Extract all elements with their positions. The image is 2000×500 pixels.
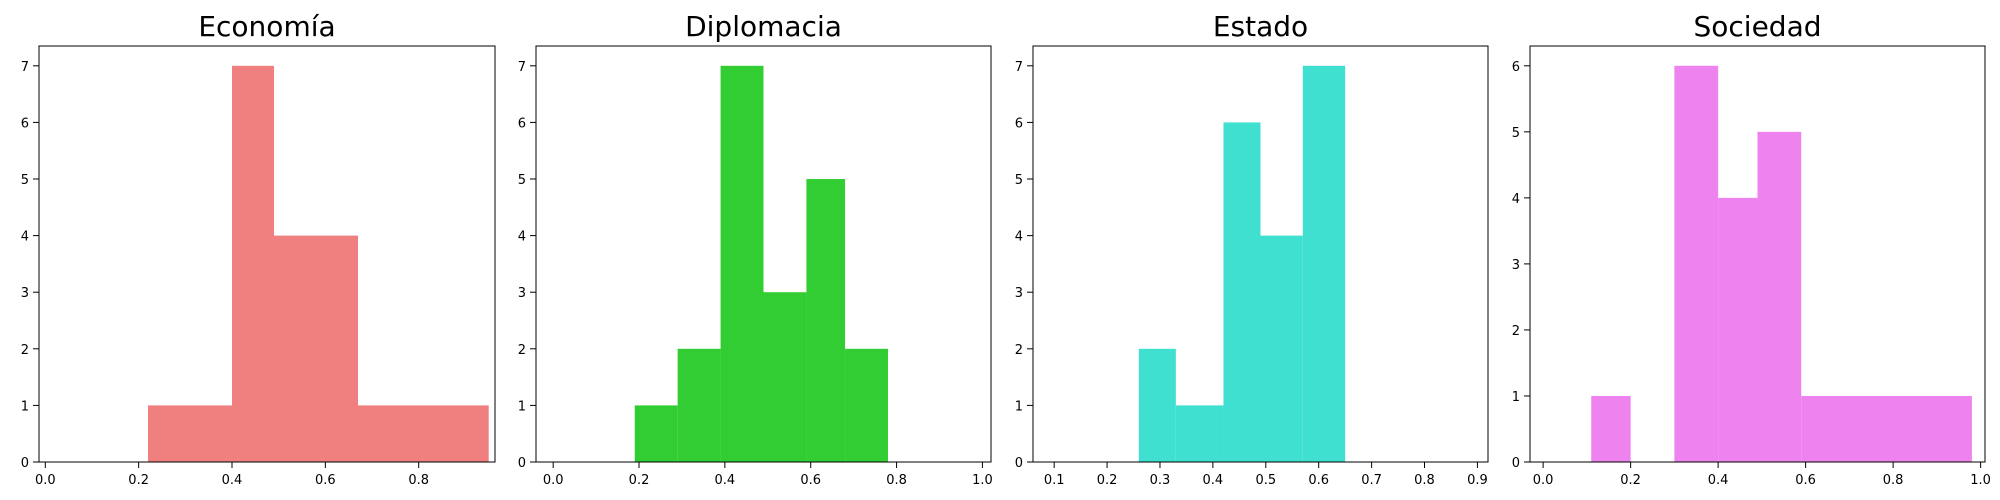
histogram-bar	[1591, 395, 1631, 462]
x-tick-label: 0.2	[1097, 473, 1118, 488]
histogram-bar	[720, 65, 764, 462]
histogram-bar	[677, 348, 721, 462]
y-tick-label: 4	[21, 230, 29, 245]
panel-title: Diplomacia	[685, 10, 842, 43]
x-tick-label: 0.8	[1883, 473, 1904, 488]
y-tick-label: 7	[518, 60, 526, 75]
x-tick-label: 0.0	[35, 473, 56, 488]
y-tick-label: 3	[21, 286, 29, 301]
x-tick-label: 0.8	[1414, 473, 1435, 488]
histogram-bar	[358, 405, 489, 462]
y-tick-label: 6	[518, 116, 526, 131]
x-tick-label: 0.0	[1533, 473, 1554, 488]
histogram-bar	[1718, 197, 1758, 462]
y-tick-label: 4	[1512, 192, 1520, 207]
panel-title: Estado	[1213, 10, 1308, 43]
x-tick-label: 0.3	[1150, 473, 1171, 488]
histogram-bar	[1674, 65, 1719, 462]
histogram-bar	[1801, 395, 1972, 462]
x-tick-label: 0.0	[543, 473, 564, 488]
x-tick-label: 1.0	[972, 473, 993, 488]
y-tick-label: 4	[1015, 230, 1023, 245]
histogram-bar	[634, 405, 678, 462]
x-tick-label: 0.2	[1620, 473, 1641, 488]
histogram-bar	[845, 348, 888, 462]
x-tick-label: 0.6	[1795, 473, 1816, 488]
histogram-bar	[147, 405, 232, 462]
x-tick-label: 0.1	[1044, 473, 1065, 488]
histogram-bar	[1302, 65, 1346, 462]
y-tick-label: 6	[1015, 116, 1023, 131]
histogram-panel-1: 0.0 0.2 0.4 0.6 0.8 0 1 2 3 4 5 6 7 Economía	[21, 10, 496, 488]
histogram-panel-3: 0.1 0.2 0.3 0.4 0.5 0.6 0.7 0.8 0.9 0 1 2 3 4 5 6 7 Estad…	[1015, 10, 1489, 488]
axes-frame	[535, 45, 992, 463]
histogram-bar	[1260, 235, 1303, 462]
y-tick-label: 6	[1512, 60, 1520, 75]
x-tick-label: 0.8	[408, 473, 429, 488]
y-tick-label: 0	[1015, 456, 1023, 471]
y-tick-label: 3	[518, 286, 526, 301]
y-tick-label: 0	[21, 456, 29, 471]
x-tick-label: 1.0	[1970, 473, 1991, 488]
histogram-panel-2: 0.0 0.2 0.4 0.6 0.8 1.0 0 1 2 3 4 5 6 7 Diplomacia	[518, 10, 993, 488]
x-tick-label: 0.6	[315, 473, 336, 488]
histogram-panel-4: 0.0 0.2 0.4 0.6 0.8 1.0 0 1 2 3 4 5 6 Sociedad	[1512, 10, 1991, 488]
histogram-bar	[274, 235, 359, 462]
x-tick-label: 0.7	[1361, 473, 1382, 488]
x-tick-label: 0.9	[1467, 473, 1488, 488]
y-tick-label: 5	[1015, 173, 1023, 188]
y-tick-label: 3	[1015, 286, 1023, 301]
y-tick-label: 1	[21, 399, 29, 414]
y-tick-label: 3	[1512, 258, 1520, 273]
histogram-bar	[806, 179, 846, 462]
axes-frame	[1032, 45, 1489, 463]
histogram-bar	[763, 292, 807, 462]
histogram-bar	[1757, 131, 1802, 462]
y-tick-label: 7	[21, 60, 29, 75]
panel-title: Economía	[198, 10, 335, 43]
y-tick-label: 2	[1015, 343, 1023, 358]
y-tick-label: 6	[21, 116, 29, 131]
x-tick-label: 0.4	[715, 473, 736, 488]
x-tick-label: 0.4	[1203, 473, 1224, 488]
y-tick-label: 1	[518, 399, 526, 414]
histogram-bar	[1175, 405, 1224, 462]
x-tick-label: 0.2	[629, 473, 650, 488]
histogram-bar	[231, 65, 274, 462]
panel-title: Sociedad	[1693, 10, 1821, 43]
y-tick-label: 0	[1512, 456, 1520, 471]
x-tick-label: 0.8	[886, 473, 907, 488]
y-tick-label: 1	[1512, 390, 1520, 405]
axes-frame	[1529, 45, 1986, 463]
axes-frame	[38, 45, 496, 463]
x-tick-label: 0.4	[1708, 473, 1729, 488]
y-tick-label: 5	[21, 173, 29, 188]
y-tick-label: 1	[1015, 399, 1023, 414]
x-tick-label: 0.6	[1308, 473, 1329, 488]
histogram-bar	[1138, 348, 1176, 462]
x-tick-label: 0.6	[800, 473, 821, 488]
x-tick-label: 0.5	[1255, 473, 1276, 488]
y-tick-label: 2	[21, 343, 29, 358]
y-tick-label: 7	[1015, 60, 1023, 75]
y-tick-label: 2	[518, 343, 526, 358]
y-tick-label: 5	[1512, 126, 1520, 141]
y-tick-label: 5	[518, 173, 526, 188]
histogram-bar	[1223, 122, 1261, 462]
y-tick-label: 4	[518, 230, 526, 245]
x-tick-label: 0.4	[222, 473, 243, 488]
y-tick-label: 2	[1512, 324, 1520, 339]
y-tick-label: 0	[518, 456, 526, 471]
x-tick-label: 0.2	[128, 473, 149, 488]
